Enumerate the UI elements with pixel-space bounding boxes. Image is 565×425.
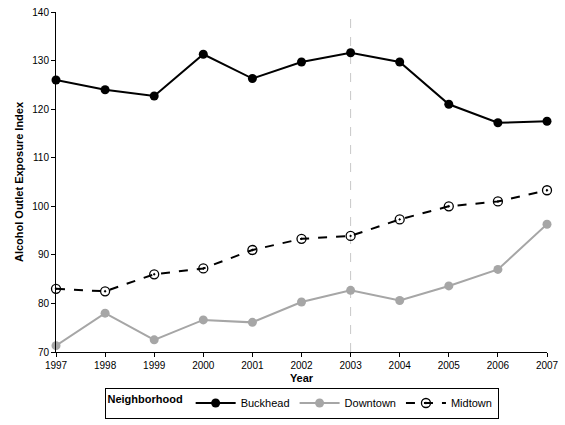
svg-text:120: 120 [32,104,49,115]
svg-text:Year: Year [290,372,314,384]
svg-text:Downtown: Downtown [345,397,396,409]
svg-text:Midtown: Midtown [451,397,492,409]
svg-text:80: 80 [38,298,50,309]
svg-text:2005: 2005 [438,360,461,371]
svg-text:2000: 2000 [192,360,215,371]
svg-text:Buckhead: Buckhead [241,397,290,409]
svg-text:Alcohol Outlet Exposure Index: Alcohol Outlet Exposure Index [13,101,25,262]
svg-text:2004: 2004 [389,360,412,371]
svg-text:2001: 2001 [241,360,264,371]
svg-text:1998: 1998 [94,360,117,371]
svg-text:2007: 2007 [536,360,559,371]
svg-text:Neighborhood: Neighborhood [108,393,183,405]
svg-text:100: 100 [32,201,49,212]
svg-text:1997: 1997 [45,360,68,371]
svg-text:2006: 2006 [487,360,510,371]
svg-text:2002: 2002 [290,360,313,371]
svg-text:90: 90 [38,249,50,260]
svg-text:130: 130 [32,55,49,66]
svg-text:140: 140 [32,7,49,18]
svg-text:110: 110 [33,152,49,163]
svg-text:1999: 1999 [143,360,166,371]
svg-text:70: 70 [38,347,50,358]
svg-text:2003: 2003 [339,360,362,371]
